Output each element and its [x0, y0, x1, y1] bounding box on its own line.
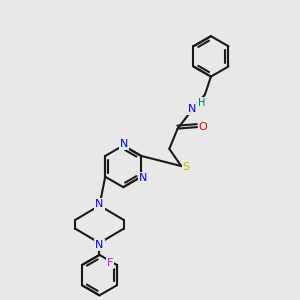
Text: N: N [139, 173, 147, 183]
Text: H: H [198, 98, 205, 108]
Text: O: O [199, 122, 207, 132]
Text: S: S [182, 162, 190, 172]
Text: N: N [188, 104, 196, 114]
Text: N: N [95, 240, 104, 250]
Text: N: N [120, 140, 128, 149]
Text: N: N [95, 199, 104, 209]
Text: F: F [107, 258, 113, 268]
